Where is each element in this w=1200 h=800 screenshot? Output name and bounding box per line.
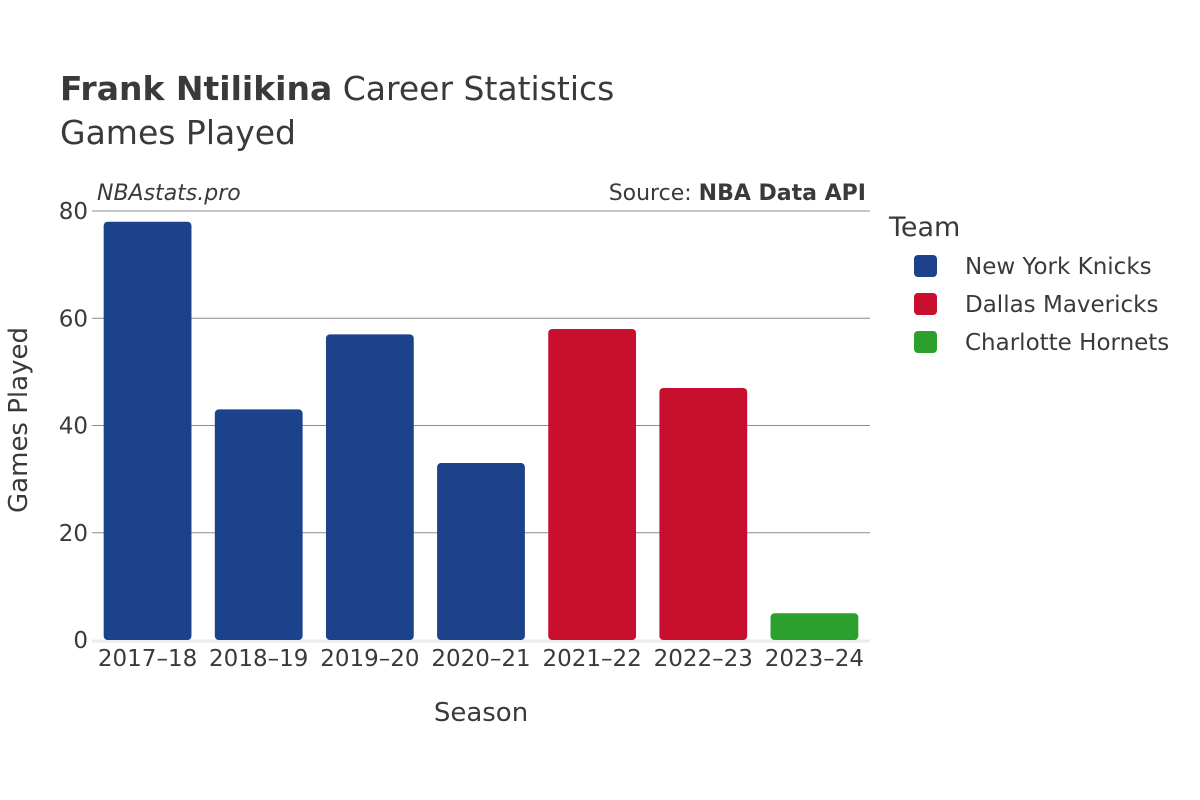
y-tick-label: 20 [59,521,88,547]
legend-label: Charlotte Hornets [965,330,1169,356]
bar-2017–18 [103,221,192,640]
y-tick-label: 40 [59,414,88,440]
legend-label: Dallas Mavericks [965,292,1158,318]
x-axis-title: Season [434,698,528,728]
bar-2022–23 [659,387,748,640]
y-tick-label: 80 [59,199,88,225]
x-tick-label: 2018–19 [209,646,308,672]
legend-title: Team [888,212,960,243]
legend-swatch [914,293,937,315]
y-tick-label: 60 [59,306,88,332]
x-tick-label: 2023–24 [765,646,864,672]
x-tick-labels: 2017–18 2018–19 2019–20 2020–21 2021–22 2022–… [98,646,864,672]
x-tick-label: 2021–22 [542,646,641,672]
y-tick-label: 0 [73,628,88,654]
legend-label: New York Knicks [965,254,1152,280]
chart-title-player: Frank Ntilikina [60,69,332,108]
chart-title-suffix: Career Statistics [332,69,614,108]
y-tick-labels: 0 20 40 60 80 [59,199,88,654]
bar-2023–24 [770,613,859,640]
x-tick-label: 2019–20 [320,646,419,672]
bar-2018–19 [214,409,303,640]
bar-2020–21 [437,463,525,640]
chart-subtitle: Games Played [60,113,296,152]
x-tick-label: 2017–18 [98,646,197,672]
legend: Team New York Knicks Dallas Mavericks Char… [888,212,1169,356]
legend-swatch [914,331,937,353]
chart-title: Frank Ntilikina Career Statistics [60,69,614,108]
x-tick-label: 2022–23 [654,646,753,672]
legend-swatch [914,255,937,277]
bar-2021–22 [548,328,637,640]
source-prefix: Source: [609,181,699,206]
y-axis-title: Games Played [4,327,34,513]
source-credit: Source: NBA Data API [609,181,866,206]
x-tick-label: 2020–21 [431,646,530,672]
bar-2019–20 [325,334,414,640]
source-name: NBA Data API [699,181,866,206]
bars [103,221,859,640]
watermark: NBAstats.pro [97,181,241,206]
